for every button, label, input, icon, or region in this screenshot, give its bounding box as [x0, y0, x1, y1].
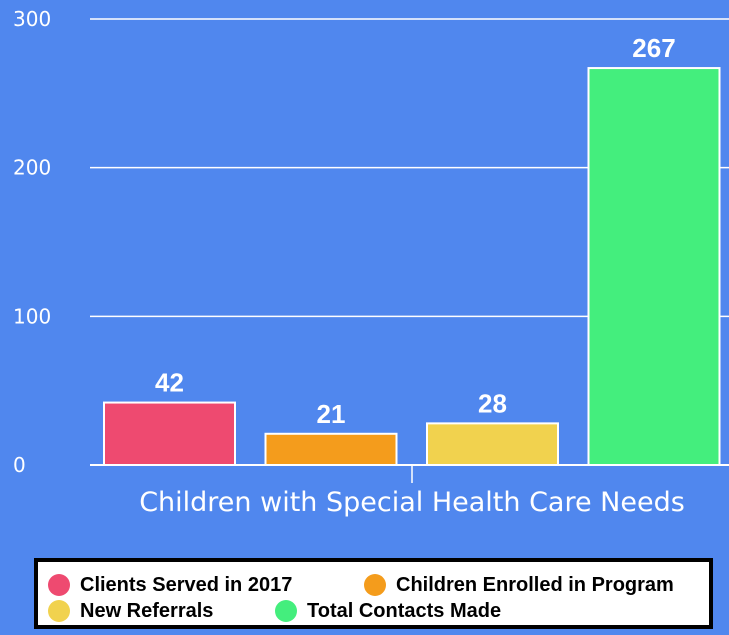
- legend-swatch-children-enrolled: [364, 574, 386, 596]
- legend-swatch-new-referrals: [48, 600, 70, 622]
- bars: [103, 67, 721, 466]
- y-tick-label: 0: [13, 453, 26, 477]
- bar-4: [587, 67, 721, 466]
- bar-value-label-4: 267: [632, 33, 675, 63]
- legend-label-children-enrolled: Children Enrolled in Program: [396, 573, 674, 596]
- x-category-label: Children with Special Health Care Needs: [139, 487, 685, 518]
- bar-value-label-3: 28: [478, 388, 507, 418]
- bar-2: [264, 432, 398, 466]
- y-axis-ticks: 300 200 100 0: [13, 7, 51, 477]
- legend-swatch-clients-served: [48, 574, 70, 596]
- bar-3: [426, 422, 559, 466]
- y-tick-label: 200: [13, 156, 51, 180]
- legend-item-clients-served: Clients Served in 2017: [48, 574, 364, 597]
- legend-item-total-contacts: Total Contacts Made: [275, 600, 501, 623]
- legend-item-children-enrolled: Children Enrolled in Program: [364, 574, 674, 597]
- legend-label-clients-served: Clients Served in 2017: [80, 573, 293, 596]
- y-tick-label: 100: [13, 304, 51, 328]
- bar-value-label-1: 42: [155, 368, 184, 398]
- bar-value-label-2: 21: [317, 399, 346, 429]
- legend: Clients Served in 2017 Children Enrolled…: [34, 558, 713, 629]
- data-labels: 42 21 28 267: [155, 33, 676, 429]
- bar-chart: 300 200 100 0 42 21 28 267 Children with Speci…: [13, 7, 729, 518]
- legend-row-2: New Referrals Total Contacts Made: [48, 598, 709, 624]
- legend-swatch-total-contacts: [275, 600, 297, 622]
- legend-label-total-contacts: Total Contacts Made: [307, 599, 502, 622]
- legend-label-new-referrals: New Referrals: [80, 599, 214, 622]
- legend-item-new-referrals: New Referrals: [48, 600, 275, 623]
- bar-1: [103, 401, 236, 466]
- legend-row-1: Clients Served in 2017 Children Enrolled…: [48, 572, 709, 598]
- y-tick-label: 300: [13, 7, 51, 31]
